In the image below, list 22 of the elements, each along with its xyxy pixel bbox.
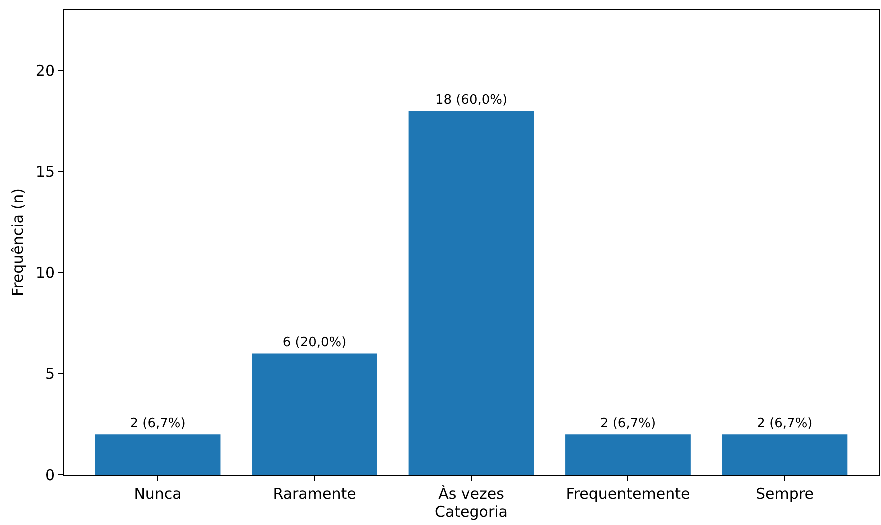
data-label: 6 (20,0%) xyxy=(282,336,347,351)
y-tick-label: 15 xyxy=(36,162,55,181)
y-axis-title: Frequência (n) xyxy=(9,188,28,296)
bar xyxy=(722,434,848,475)
data-label: 2 (6,7%) xyxy=(600,416,656,432)
x-tick-label: Às vezes xyxy=(438,485,505,503)
x-tick-label: Raramente xyxy=(273,485,356,503)
bar xyxy=(95,434,221,475)
y-tick-label: 20 xyxy=(36,62,55,80)
x-tick-label: Sempre xyxy=(756,485,814,503)
data-label: 2 (6,7%) xyxy=(757,416,813,432)
y-tick-label: 0 xyxy=(45,466,55,484)
data-label: 18 (60,0%) xyxy=(435,93,508,108)
bar xyxy=(252,354,378,475)
x-tick-label: Nunca xyxy=(134,485,182,503)
y-tick-label: 10 xyxy=(36,264,55,282)
data-label: 2 (6,7%) xyxy=(130,416,186,432)
x-tick-label: Frequentemente xyxy=(566,485,690,503)
bar xyxy=(408,111,534,475)
x-axis-title: Categoria xyxy=(434,503,508,521)
bar xyxy=(566,434,691,475)
y-tick-label: 5 xyxy=(45,365,55,384)
